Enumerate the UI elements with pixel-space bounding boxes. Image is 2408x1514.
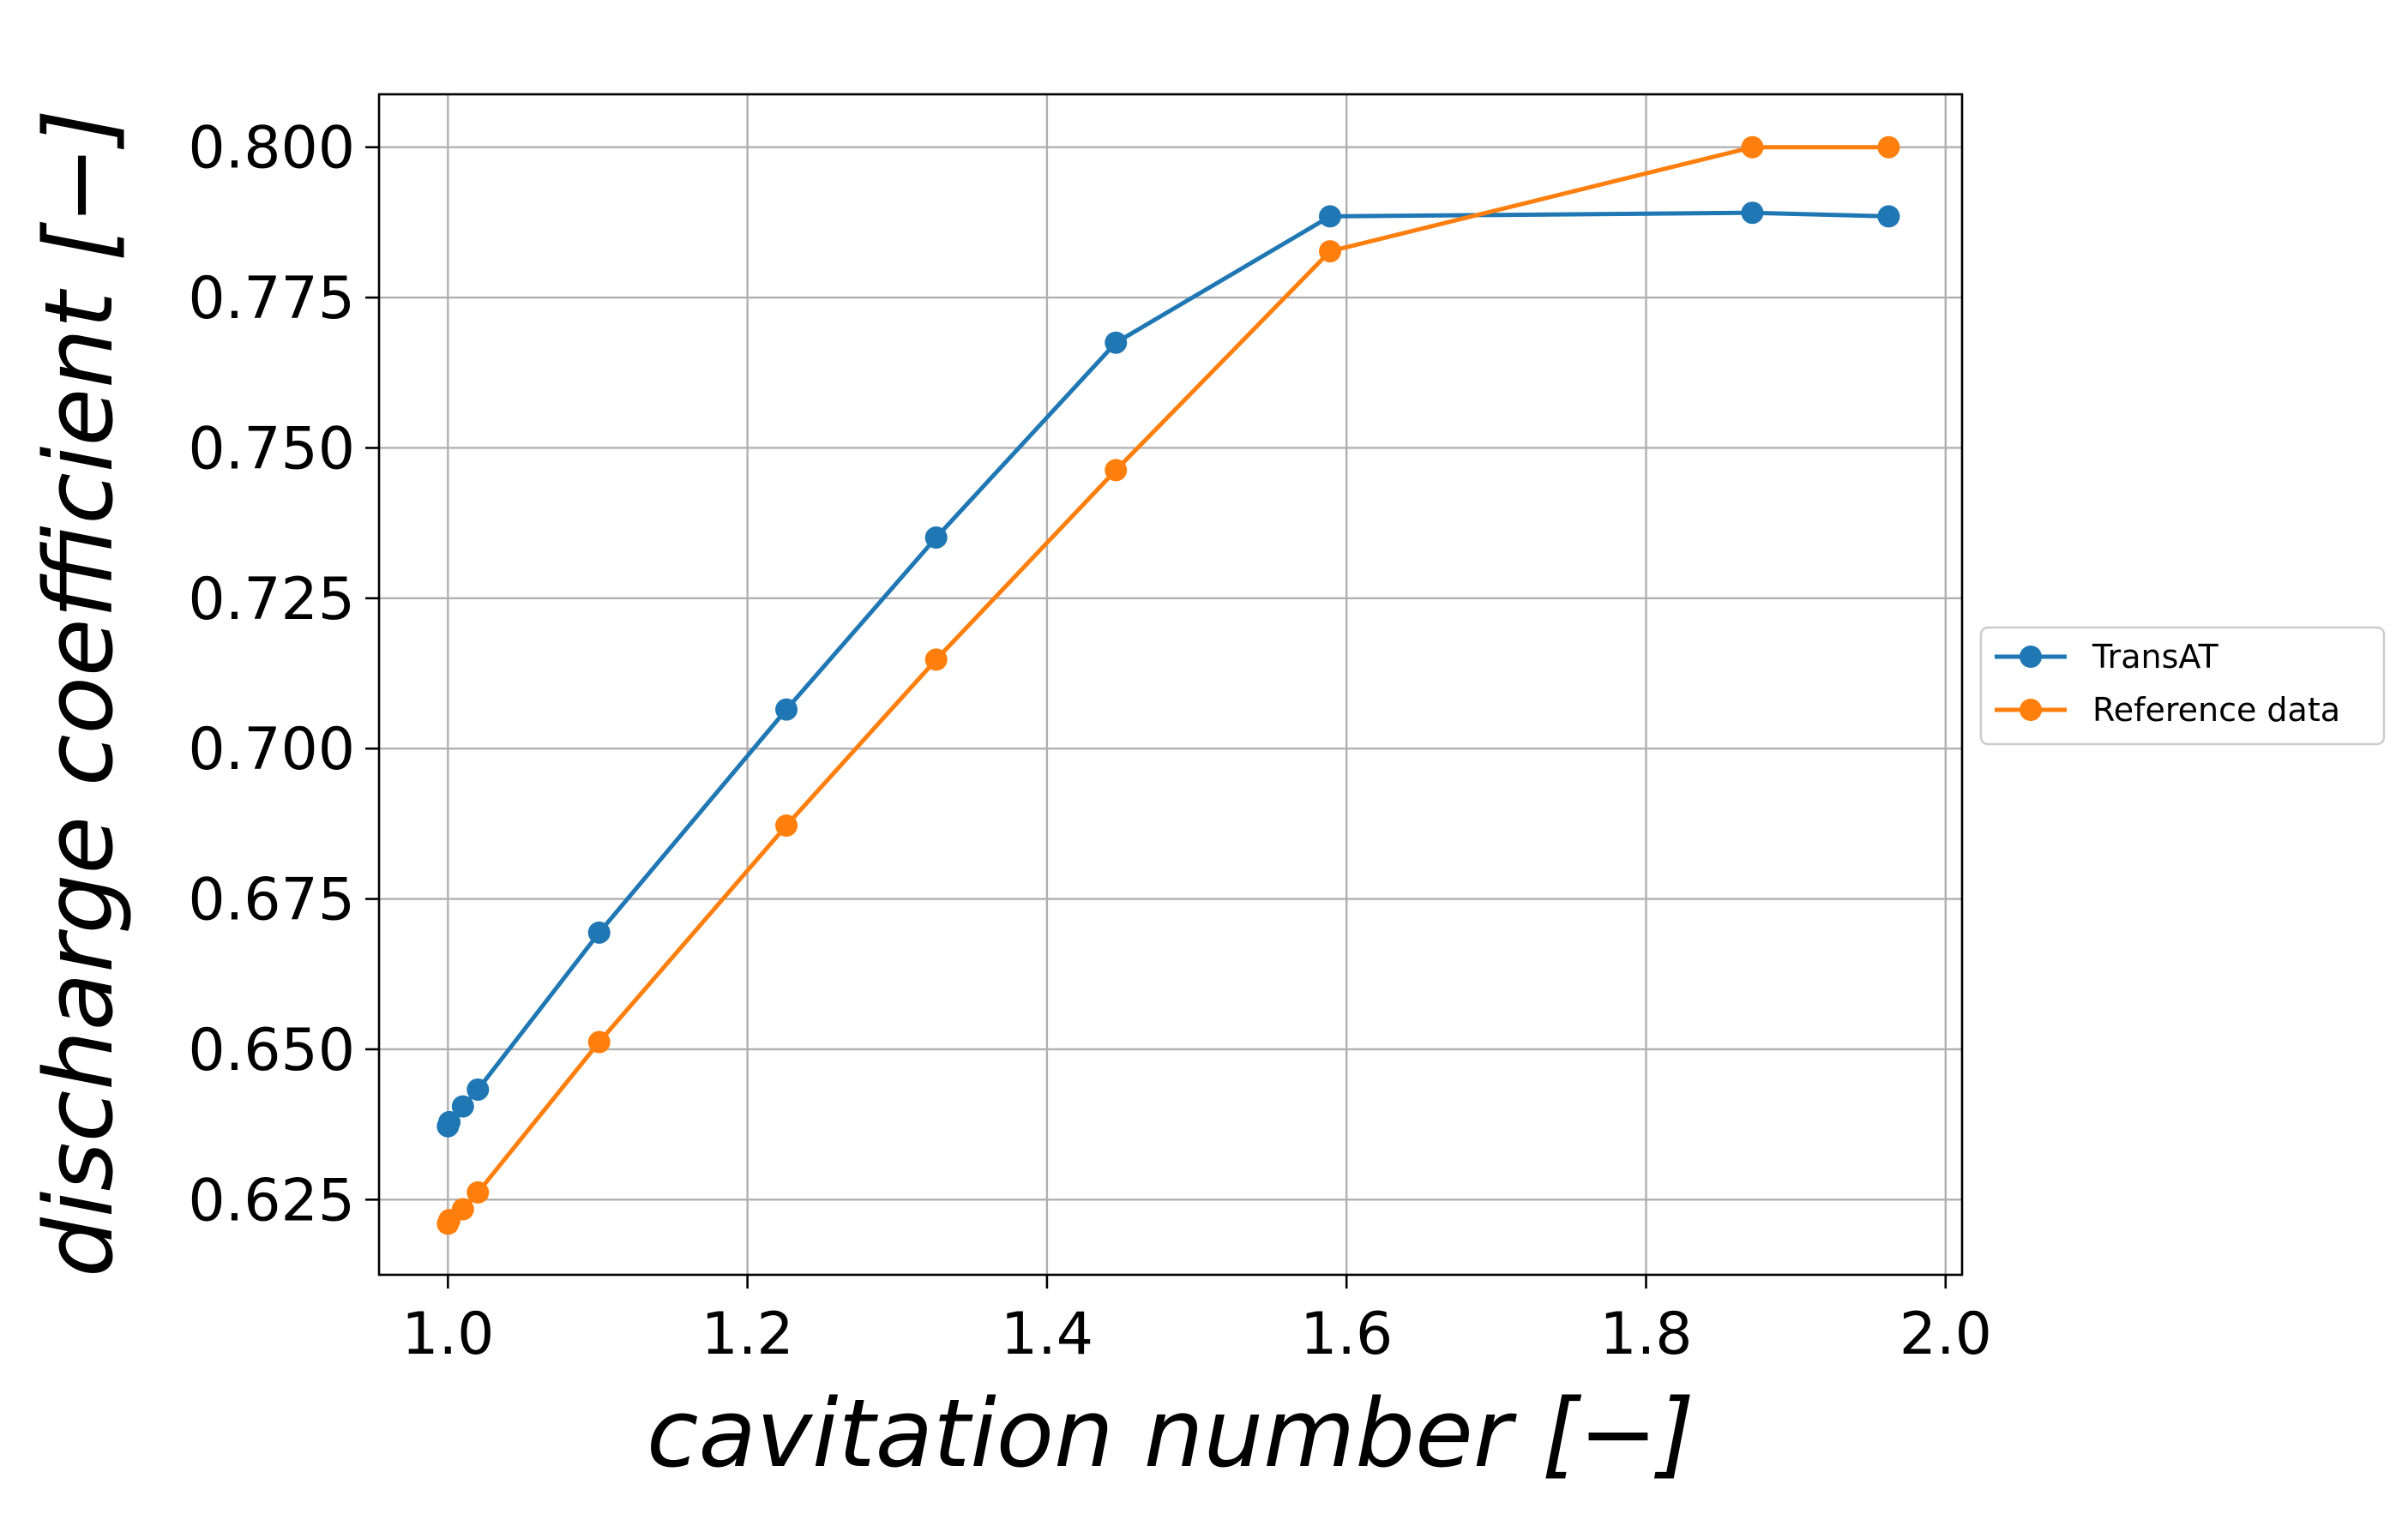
data-point bbox=[1318, 205, 1341, 228]
y-tick-label: 0.775 bbox=[188, 265, 355, 333]
y-tick-label: 0.800 bbox=[188, 115, 355, 183]
y-tick-label: 0.750 bbox=[188, 415, 355, 483]
data-point bbox=[924, 648, 948, 671]
x-tick-label: 1.0 bbox=[401, 1301, 494, 1368]
data-point bbox=[451, 1095, 474, 1118]
y-axis-title: discharge coefficient [−] bbox=[24, 109, 134, 1277]
series-reference-data bbox=[436, 135, 1900, 1235]
y-tick-label: 0.675 bbox=[188, 867, 355, 934]
legend-label: Reference data bbox=[2092, 691, 2340, 729]
y-tick-label: 0.650 bbox=[188, 1017, 355, 1084]
data-point bbox=[924, 526, 948, 549]
data-point bbox=[775, 698, 798, 721]
x-tick-label: 1.4 bbox=[1001, 1301, 1093, 1368]
series-line bbox=[446, 145, 1889, 1225]
data-point bbox=[1877, 135, 1900, 159]
data-point bbox=[1741, 201, 1764, 225]
x-tick-label: 1.6 bbox=[1300, 1301, 1393, 1368]
data-point bbox=[587, 921, 611, 944]
axis-ticks: 1.0 1.2 1.4 1.6 1.8 2.0 0.625 0.650 0.675 0.700 0.… bbox=[188, 115, 1992, 1368]
data-point bbox=[1105, 459, 1128, 482]
plot-area-frame bbox=[377, 93, 1964, 1277]
data-point bbox=[1741, 135, 1764, 159]
data-point bbox=[1877, 205, 1900, 228]
data-point bbox=[467, 1078, 490, 1101]
data-point bbox=[775, 814, 798, 837]
x-axis-title: cavitation number [−] bbox=[647, 1379, 1695, 1488]
x-tick-label: 2.0 bbox=[1899, 1301, 1992, 1368]
data-point bbox=[587, 1030, 611, 1054]
legend: TransAT Reference data bbox=[1979, 626, 2386, 746]
y-tick-label: 0.700 bbox=[188, 716, 355, 784]
data-point bbox=[1318, 240, 1341, 263]
data-point bbox=[438, 1110, 461, 1133]
data-point bbox=[451, 1198, 474, 1221]
y-tick-label: 0.725 bbox=[188, 566, 355, 634]
series-transat bbox=[436, 201, 1900, 1138]
grid-lines bbox=[379, 94, 1962, 1275]
legend-box bbox=[1979, 626, 2386, 746]
data-point bbox=[467, 1181, 490, 1204]
legend-label: TransAT bbox=[2092, 638, 2218, 676]
legend-marker bbox=[2020, 699, 2042, 721]
x-tick-label: 1.2 bbox=[701, 1301, 794, 1368]
y-tick-label: 0.625 bbox=[188, 1167, 355, 1235]
legend-marker bbox=[2020, 646, 2042, 668]
plot-series bbox=[436, 135, 1900, 1235]
x-tick-label: 1.8 bbox=[1599, 1301, 1692, 1368]
data-point bbox=[1105, 331, 1128, 354]
series-line bbox=[445, 210, 1889, 1127]
